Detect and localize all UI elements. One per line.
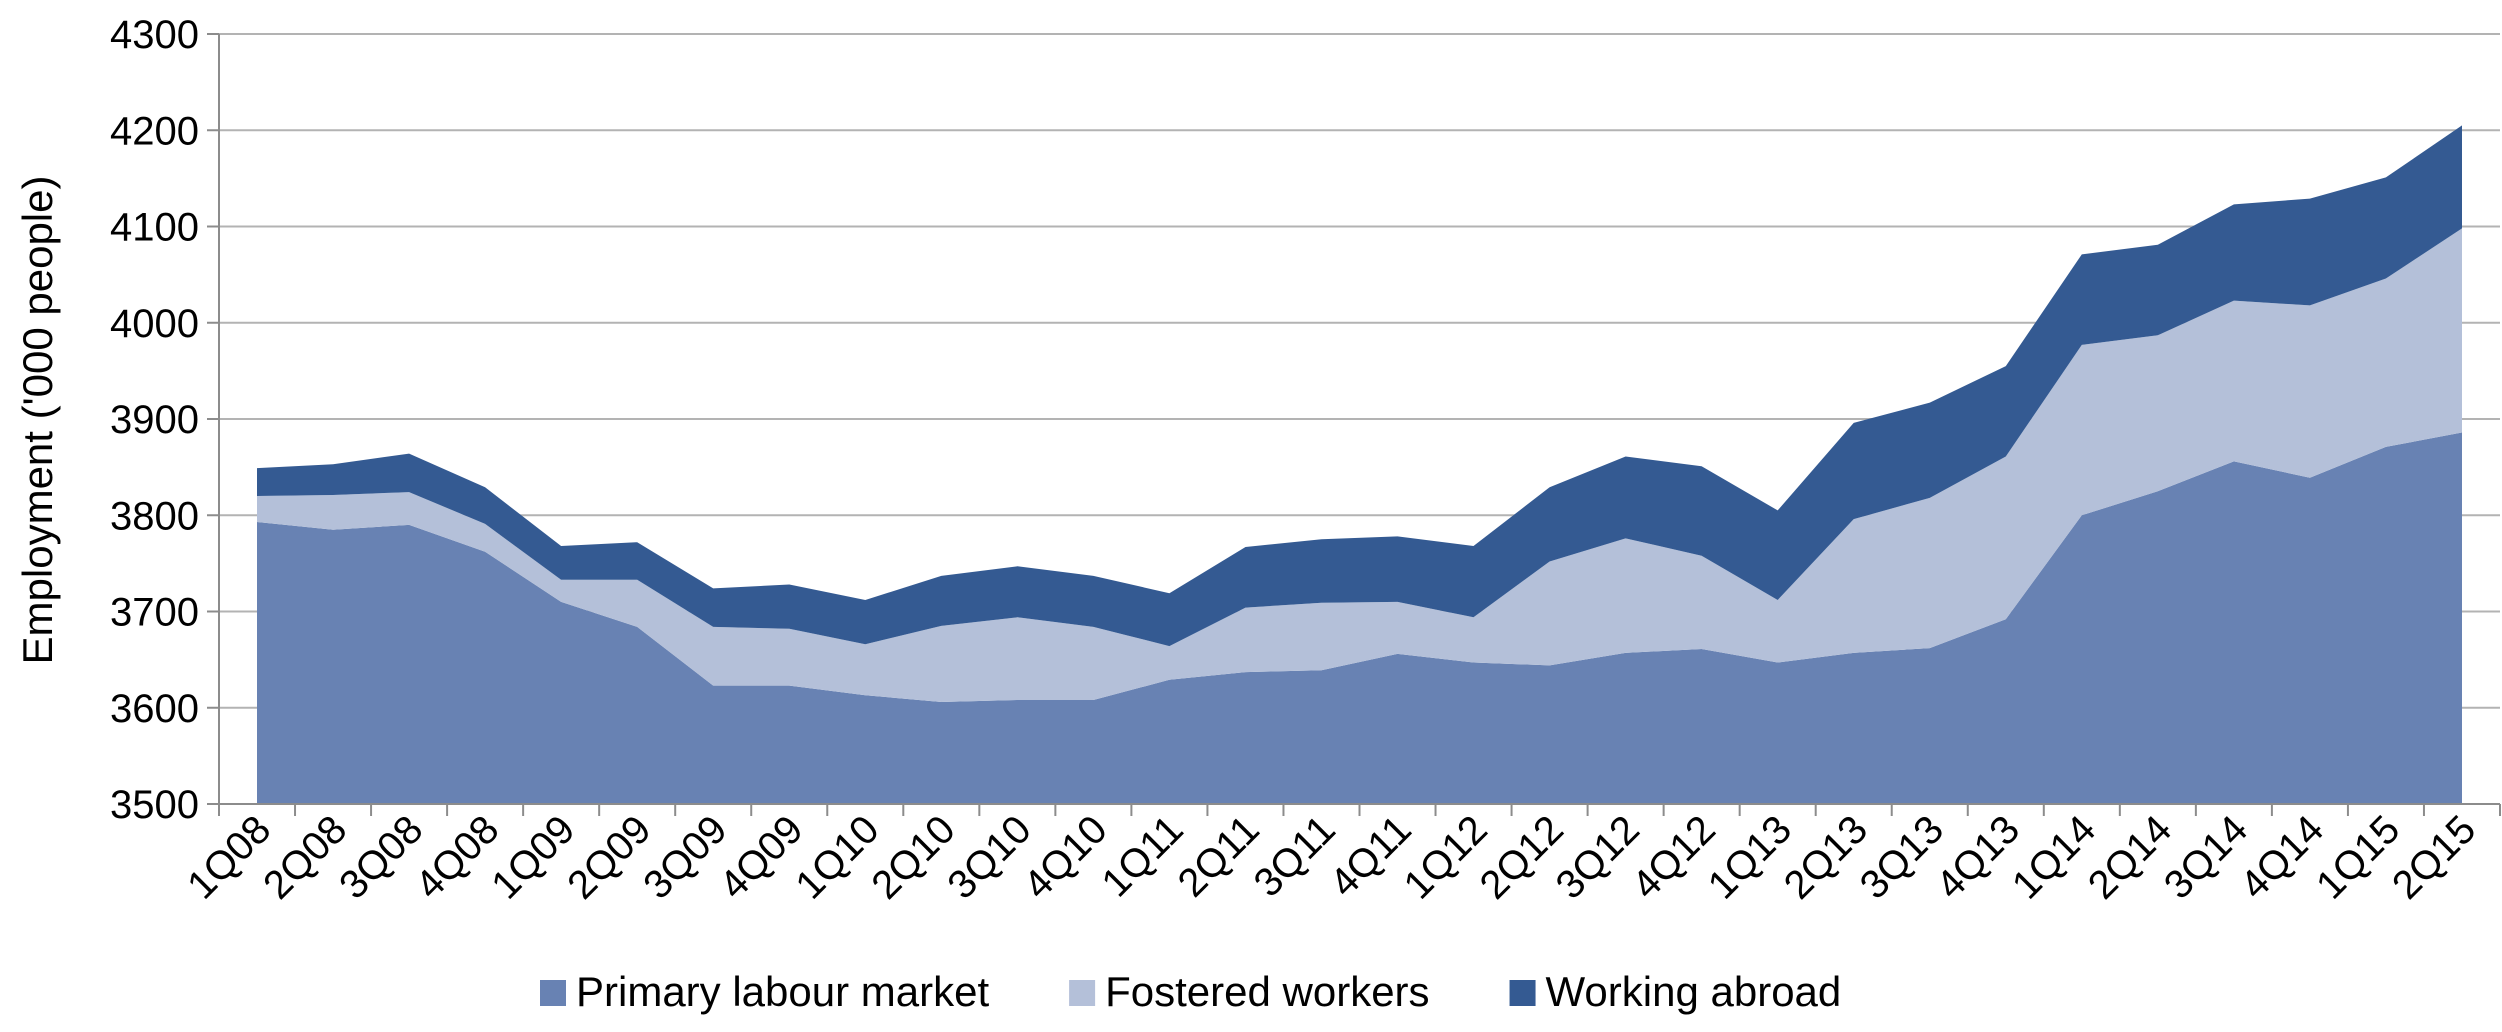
x-tick-label: 2Q09 [559, 807, 659, 907]
y-tick-label: 3900 [110, 398, 199, 442]
y-tick-label: 4200 [110, 109, 199, 153]
x-tick-label: 3Q13 [1852, 807, 1952, 907]
legend-swatch [1509, 980, 1536, 1006]
x-tick-label: 1Q14 [2004, 807, 2104, 907]
x-tick-label: 3Q10 [939, 807, 1039, 907]
legend-label: Fostered workers [1105, 968, 1429, 1015]
x-tick-label: 4Q14 [2232, 807, 2332, 907]
x-tick-label: 3Q09 [635, 807, 735, 907]
x-tick-label: 2Q08 [255, 807, 355, 907]
x-tick-label: 2Q15 [2384, 807, 2484, 907]
x-tick-label: 3Q08 [331, 807, 431, 907]
legend-swatch [1069, 980, 1096, 1006]
legend-label: Working abroad [1546, 968, 1842, 1015]
x-tick-label: 4Q10 [1015, 807, 1115, 907]
y-tick-label: 3600 [110, 687, 199, 731]
x-tick-label: 1Q09 [483, 807, 583, 907]
x-tick-label: 4Q08 [407, 807, 507, 907]
x-tick-label: 4Q11 [1322, 807, 1420, 905]
x-tick-label: 2Q14 [2080, 807, 2180, 907]
area [257, 432, 2462, 804]
x-tick-label: 3Q11 [1246, 807, 1344, 905]
y-tick-label: 3700 [110, 591, 199, 635]
x-tick-label: 1Q13 [1700, 807, 1800, 907]
x-tick-label: 2Q10 [863, 807, 963, 907]
x-tick-label: 4Q09 [711, 807, 811, 907]
y-tick-label: 4000 [110, 302, 199, 346]
legend-label: Primary labour market [576, 968, 989, 1015]
y-tick-label: 4100 [110, 206, 199, 250]
y-tick-label: 4300 [110, 13, 199, 57]
y-axis-label: Employment ('000 people) [14, 176, 61, 665]
x-tick-label: 3Q14 [2156, 807, 2256, 907]
x-tick-label: 1Q11 [1094, 807, 1192, 905]
x-tick-label: 1Q12 [1396, 807, 1496, 907]
y-tick-label: 3500 [110, 783, 199, 827]
legend-swatch [540, 980, 566, 1006]
x-tick-label: 4Q12 [1624, 807, 1724, 907]
x-tick-label: 4Q13 [1928, 807, 2028, 907]
x-tick-label: 1Q10 [787, 807, 887, 907]
x-tick-label: 2Q13 [1776, 807, 1876, 907]
x-tick-label: 2Q11 [1170, 807, 1268, 905]
x-tick-label: 1Q15 [2308, 807, 2408, 907]
y-tick-label: 3800 [110, 494, 199, 538]
area [257, 228, 2462, 702]
x-tick-label: 2Q12 [1472, 807, 1572, 907]
area [257, 125, 2462, 647]
x-tick-label: 3Q12 [1548, 807, 1648, 907]
